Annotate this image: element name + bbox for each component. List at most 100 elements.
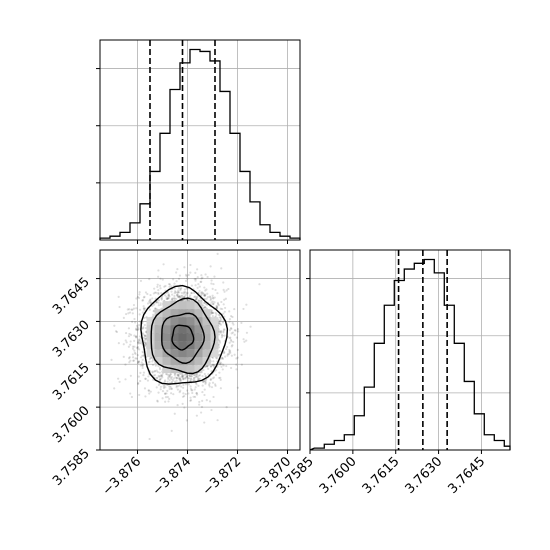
sample-point [207, 383, 211, 386]
x-tick-label: −3.874 [150, 454, 195, 499]
sample-point [243, 340, 246, 343]
sample-point [231, 344, 234, 347]
sample-point [190, 291, 193, 295]
sample-point [175, 271, 178, 274]
sample-point [224, 355, 227, 358]
sample-point [149, 299, 152, 302]
sample-point [218, 314, 221, 317]
sample-point [182, 375, 185, 378]
sample-point [211, 311, 214, 315]
sample-point [188, 375, 191, 378]
density-cell [170, 301, 179, 310]
sample-point [240, 363, 243, 366]
sample-point [142, 371, 146, 374]
sample-point [184, 279, 188, 283]
sample-point [177, 377, 181, 380]
sample-point [128, 356, 131, 359]
sample-point [194, 297, 198, 301]
sample-point [208, 295, 211, 298]
histogram-panel-y: 3.7585 3.7600 3.7615 3.7630 3.7645 [274, 249, 511, 497]
sample-point [203, 393, 206, 397]
sample-point [156, 283, 159, 286]
sample-point [187, 377, 191, 380]
sample-point [172, 278, 175, 281]
sample-point [138, 393, 141, 397]
sample-point [168, 379, 171, 382]
sample-point [129, 343, 132, 346]
sample-point [193, 376, 196, 379]
sample-point [138, 291, 141, 294]
density-cell [186, 301, 195, 310]
sample-point [128, 332, 131, 336]
sample-point [185, 375, 188, 379]
sample-point [177, 374, 180, 377]
sample-point [137, 361, 140, 365]
sample-point [185, 419, 188, 422]
sample-point [152, 310, 155, 313]
sample-point [202, 301, 206, 305]
density-cell [162, 357, 171, 366]
sample-point [134, 321, 137, 324]
sample-point [168, 385, 171, 388]
sample-point [135, 357, 138, 360]
sample-point [129, 340, 132, 343]
sample-point [213, 301, 216, 304]
sample-point [199, 280, 202, 284]
sample-point [207, 367, 210, 371]
sample-point [143, 339, 147, 342]
sample-point [236, 328, 240, 331]
sample-point [129, 333, 133, 336]
sample-point [219, 376, 222, 379]
sample-point [214, 373, 218, 377]
sample-point [193, 395, 197, 398]
sample-point [202, 368, 205, 372]
sample-point [230, 327, 233, 330]
sample-point [211, 287, 214, 290]
sample-point [216, 292, 219, 295]
sample-point [196, 295, 199, 298]
sample-point [235, 368, 238, 371]
sample-point [144, 334, 147, 337]
sample-point [132, 307, 136, 310]
sample-point [125, 341, 128, 344]
sample-point [208, 385, 211, 388]
sample-point [153, 373, 157, 377]
sample-point [223, 290, 226, 293]
sample-point [154, 307, 157, 310]
sample-point [223, 310, 226, 313]
sample-point [193, 295, 196, 299]
sample-point [140, 342, 143, 345]
sample-point [143, 309, 146, 312]
sample-point [200, 405, 204, 409]
sample-point [195, 374, 198, 378]
sample-point [229, 338, 233, 342]
sample-point [189, 387, 193, 390]
sample-point [165, 392, 168, 395]
sample-point [173, 299, 176, 302]
sample-point [168, 285, 171, 288]
sample-point [150, 356, 153, 359]
sample-point [166, 297, 169, 300]
sample-point [172, 377, 176, 380]
sample-point [196, 286, 199, 289]
sample-point [218, 330, 221, 333]
sample-point [218, 321, 221, 324]
sample-point [177, 373, 180, 376]
sample-point [175, 377, 178, 380]
sample-point [110, 358, 113, 361]
sample-point [161, 373, 164, 377]
density-cell [210, 349, 219, 358]
sample-point [167, 293, 171, 296]
sample-point [181, 374, 184, 377]
sample-point [209, 365, 213, 368]
sample-point [219, 361, 223, 364]
sample-point [176, 293, 179, 296]
sample-point [148, 392, 151, 395]
sample-point [162, 385, 165, 388]
sample-point [200, 298, 203, 302]
sample-point [173, 297, 176, 300]
sample-point [144, 343, 147, 346]
sample-point [163, 392, 167, 395]
sample-point [149, 390, 152, 393]
sample-point [181, 294, 184, 297]
